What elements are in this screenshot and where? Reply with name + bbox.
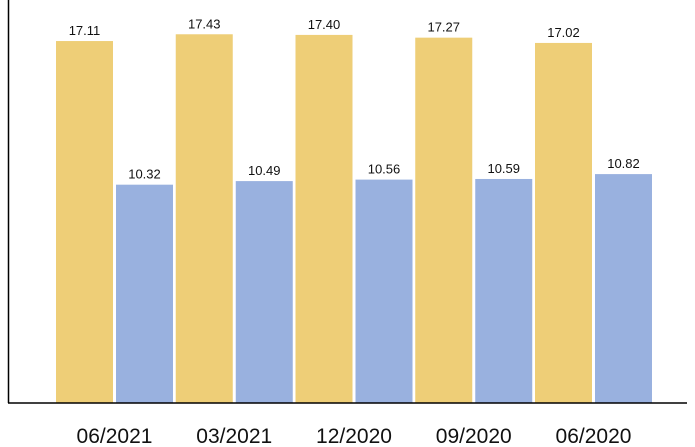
value-label-s2-3: 10.59 (487, 161, 520, 176)
bars-layer (56, 34, 652, 404)
x-tick-label-0: 06/2021 (77, 425, 153, 447)
value-label-s2-4: 10.82 (607, 156, 640, 171)
value-label-s1-0: 17.11 (69, 23, 101, 38)
value-labels-layer: 17.11 10.32 17.43 10.49 17.40 10.56 17.27 10.59… (69, 16, 640, 181)
x-tick-labels-layer: 06/2021 03/2021 12/2020 09/2020 06/2020 (77, 425, 632, 447)
value-label-s1-3: 17.27 (427, 20, 460, 35)
x-tick-label-4: 06/2020 (556, 425, 632, 447)
value-label-s1-2: 17.40 (308, 17, 341, 32)
bar-s1-4 (535, 42, 592, 403)
bar-s2-3 (475, 178, 533, 403)
value-label-s1-1: 17.43 (188, 16, 221, 31)
value-label-s2-1: 10.49 (248, 163, 281, 178)
value-label-s2-2: 10.56 (368, 162, 401, 177)
bar-s1-1 (175, 34, 233, 404)
bar-s2-2 (355, 179, 413, 403)
bar-s2-1 (235, 181, 293, 403)
bar-s2-0 (116, 184, 173, 403)
value-label-s1-4: 17.02 (547, 25, 580, 40)
bar-s1-0 (56, 41, 113, 403)
x-tick-label-1: 03/2021 (196, 425, 272, 447)
x-tick-label-2: 12/2020 (316, 425, 392, 447)
bar-s2-4 (595, 174, 652, 403)
value-label-s2-0: 10.32 (128, 167, 161, 182)
x-tick-label-3: 09/2020 (436, 425, 512, 447)
bar-s1-2 (295, 34, 353, 403)
bar-s1-3 (415, 37, 473, 403)
